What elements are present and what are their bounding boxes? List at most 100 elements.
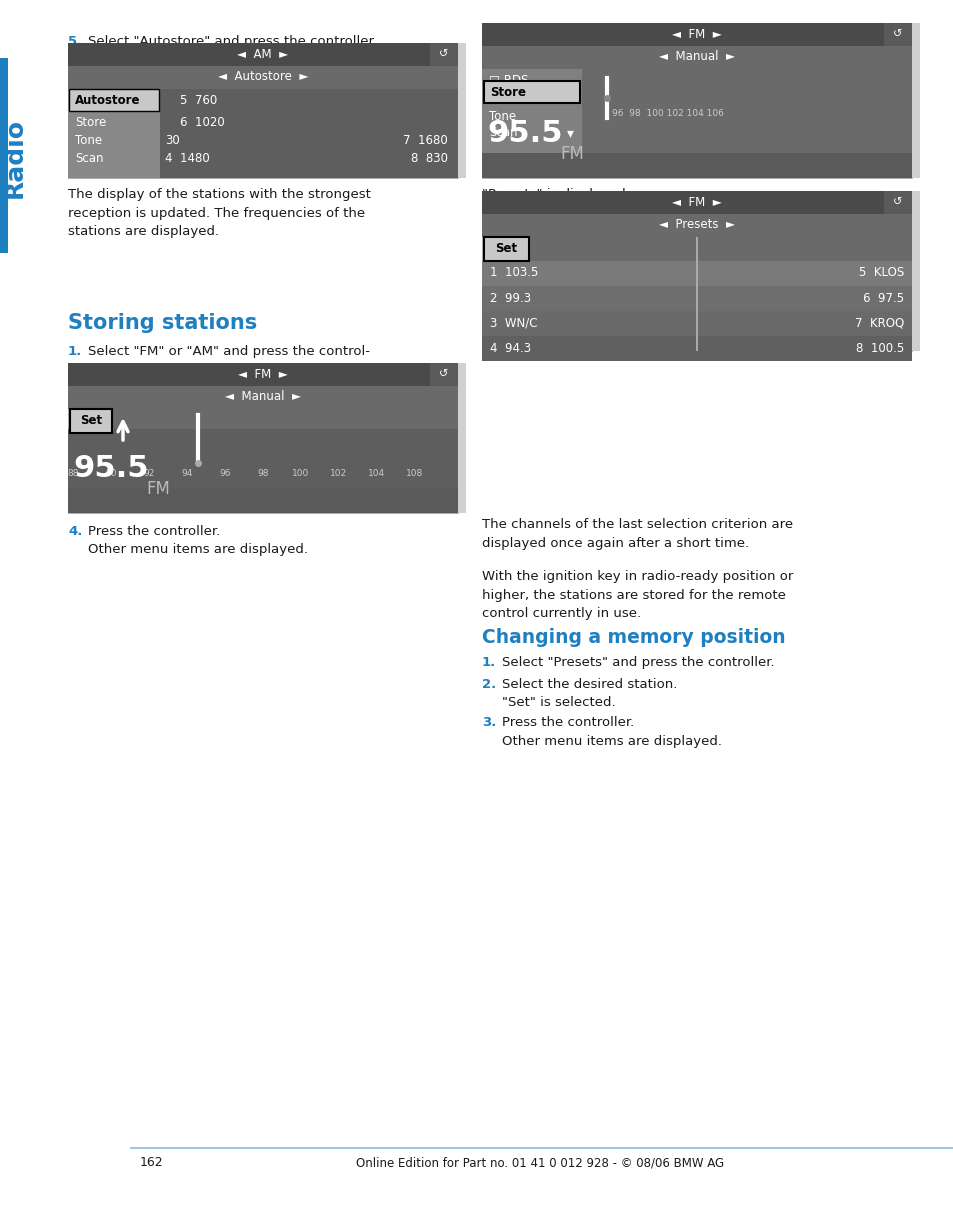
Text: Move the highlight marker to the second
field from the top. Turn the controller : Move the highlight marker to the second … xyxy=(88,391,370,460)
Bar xyxy=(160,89,457,178)
Text: Select the desired station.
"Set" is selected.: Select the desired station. "Set" is sel… xyxy=(501,678,677,710)
Text: 6.: 6. xyxy=(481,216,496,229)
Text: Turn the controller until the desired mem-
ory position is selected.: Turn the controller until the desired me… xyxy=(501,216,781,247)
Bar xyxy=(481,23,911,46)
Bar xyxy=(430,363,457,386)
Text: Select "FM" or "AM" and press the control-
ler.: Select "FM" or "AM" and press the contro… xyxy=(88,344,370,376)
Bar xyxy=(581,69,911,158)
Bar xyxy=(130,1147,953,1149)
Text: 102: 102 xyxy=(330,468,347,478)
Text: 8  830: 8 830 xyxy=(411,152,448,165)
Text: 6  97.5: 6 97.5 xyxy=(862,291,903,304)
Text: 98: 98 xyxy=(257,468,269,478)
Text: 7  KROQ: 7 KROQ xyxy=(854,317,903,330)
Text: 4  94.3: 4 94.3 xyxy=(490,342,531,354)
Bar xyxy=(68,363,457,513)
Text: 6  1020: 6 1020 xyxy=(180,115,225,129)
Text: 3  WN/C: 3 WN/C xyxy=(490,317,537,330)
Text: 92: 92 xyxy=(143,468,154,478)
Text: Tone: Tone xyxy=(489,109,516,123)
Text: ◄  Autostore  ►: ◄ Autostore ► xyxy=(217,70,308,84)
Text: Store: Store xyxy=(490,85,525,98)
Text: ↺: ↺ xyxy=(438,49,448,59)
Text: 4.: 4. xyxy=(68,525,82,539)
Text: Online Edition for Part no. 01 41 0 012 928 - © 08/06 BMW AG: Online Edition for Part no. 01 41 0 012 … xyxy=(355,1156,723,1169)
Bar xyxy=(68,66,457,89)
Text: FM: FM xyxy=(146,480,170,499)
Text: Autostore: Autostore xyxy=(75,93,140,107)
Text: 88: 88 xyxy=(67,468,79,478)
Text: ◄  FM  ►: ◄ FM ► xyxy=(238,368,288,381)
Text: Press the controller.
Other menu items are displayed.: Press the controller. Other menu items a… xyxy=(88,525,308,557)
Bar xyxy=(0,58,8,254)
Text: 5.: 5. xyxy=(68,35,82,49)
Text: 96  98  100 102 104 106: 96 98 100 102 104 106 xyxy=(612,108,723,118)
Text: Select "Presets" and press the controller.: Select "Presets" and press the controlle… xyxy=(501,656,774,670)
Bar xyxy=(457,363,465,513)
Text: Store: Store xyxy=(75,115,106,129)
Bar xyxy=(481,153,911,178)
Bar xyxy=(481,286,911,311)
Text: 1  103.5: 1 103.5 xyxy=(490,267,537,279)
Text: ↺: ↺ xyxy=(892,197,902,207)
Bar xyxy=(911,190,919,351)
Text: Select the desired frequency or station.
"Set" is selected.: Select the desired frequency or station.… xyxy=(88,475,353,507)
Text: 100: 100 xyxy=(292,468,310,478)
Text: 3.: 3. xyxy=(481,716,496,729)
Text: 1.: 1. xyxy=(481,656,496,670)
Bar xyxy=(481,190,911,351)
Bar xyxy=(481,23,911,178)
Text: FM: FM xyxy=(559,146,583,163)
Text: 7  1680: 7 1680 xyxy=(403,133,448,147)
Text: 2  99.3: 2 99.3 xyxy=(490,291,531,304)
Text: Storing stations: Storing stations xyxy=(68,313,257,334)
Text: Scan: Scan xyxy=(75,152,103,165)
Bar xyxy=(883,190,911,213)
Bar xyxy=(481,69,581,178)
Text: ◄  AM  ►: ◄ AM ► xyxy=(237,47,288,61)
Text: The channels of the last selection criterion are
displayed once again after a sh: The channels of the last selection crite… xyxy=(481,518,792,549)
Text: 5  KLOS: 5 KLOS xyxy=(858,267,903,279)
Text: 2.: 2. xyxy=(68,391,82,404)
Bar xyxy=(68,429,457,492)
Text: Set: Set xyxy=(495,243,517,256)
Bar xyxy=(483,237,529,261)
Text: ▾: ▾ xyxy=(566,126,573,139)
Text: Set: Set xyxy=(80,415,102,427)
Text: Select "Autostore" and press the controller.: Select "Autostore" and press the control… xyxy=(88,35,376,49)
Bar xyxy=(70,409,112,433)
Bar xyxy=(68,89,160,178)
Bar xyxy=(696,237,698,351)
Text: □ RDS: □ RDS xyxy=(489,74,528,86)
Text: Select "Store" and press the controller.: Select "Store" and press the controller. xyxy=(501,35,760,49)
Text: 4  1480: 4 1480 xyxy=(165,152,210,165)
Bar xyxy=(911,23,919,178)
Text: 8  100.5: 8 100.5 xyxy=(855,342,903,354)
Text: ◄  FM  ►: ◄ FM ► xyxy=(672,28,721,40)
Text: Changing a memory position: Changing a memory position xyxy=(481,628,785,647)
Bar xyxy=(481,336,911,361)
Text: Tone: Tone xyxy=(75,133,102,147)
Text: 104: 104 xyxy=(368,468,385,478)
Bar xyxy=(481,190,911,213)
Bar xyxy=(883,23,911,46)
Text: ◄  Presets  ►: ◄ Presets ► xyxy=(659,218,734,232)
Bar xyxy=(68,386,457,409)
Bar xyxy=(69,89,159,112)
Text: ↺: ↺ xyxy=(438,369,448,378)
Text: 96: 96 xyxy=(219,468,231,478)
Text: 7.: 7. xyxy=(481,263,496,277)
Text: 5  760: 5 760 xyxy=(180,93,217,107)
Text: 2.: 2. xyxy=(481,678,496,691)
Text: The display of the stations with the strongest
reception is updated. The frequen: The display of the stations with the str… xyxy=(68,188,371,238)
Bar xyxy=(481,311,911,336)
Bar xyxy=(457,42,465,178)
Bar xyxy=(430,42,457,66)
Text: With the ignition key in radio-ready position or
higher, the stations are stored: With the ignition key in radio-ready pos… xyxy=(481,570,793,620)
Text: ◄  Manual  ►: ◄ Manual ► xyxy=(225,391,301,404)
Bar xyxy=(68,42,457,66)
Text: 108: 108 xyxy=(406,468,423,478)
Text: 3.: 3. xyxy=(68,475,82,489)
Bar xyxy=(483,81,579,103)
Text: 95.5: 95.5 xyxy=(73,454,149,483)
